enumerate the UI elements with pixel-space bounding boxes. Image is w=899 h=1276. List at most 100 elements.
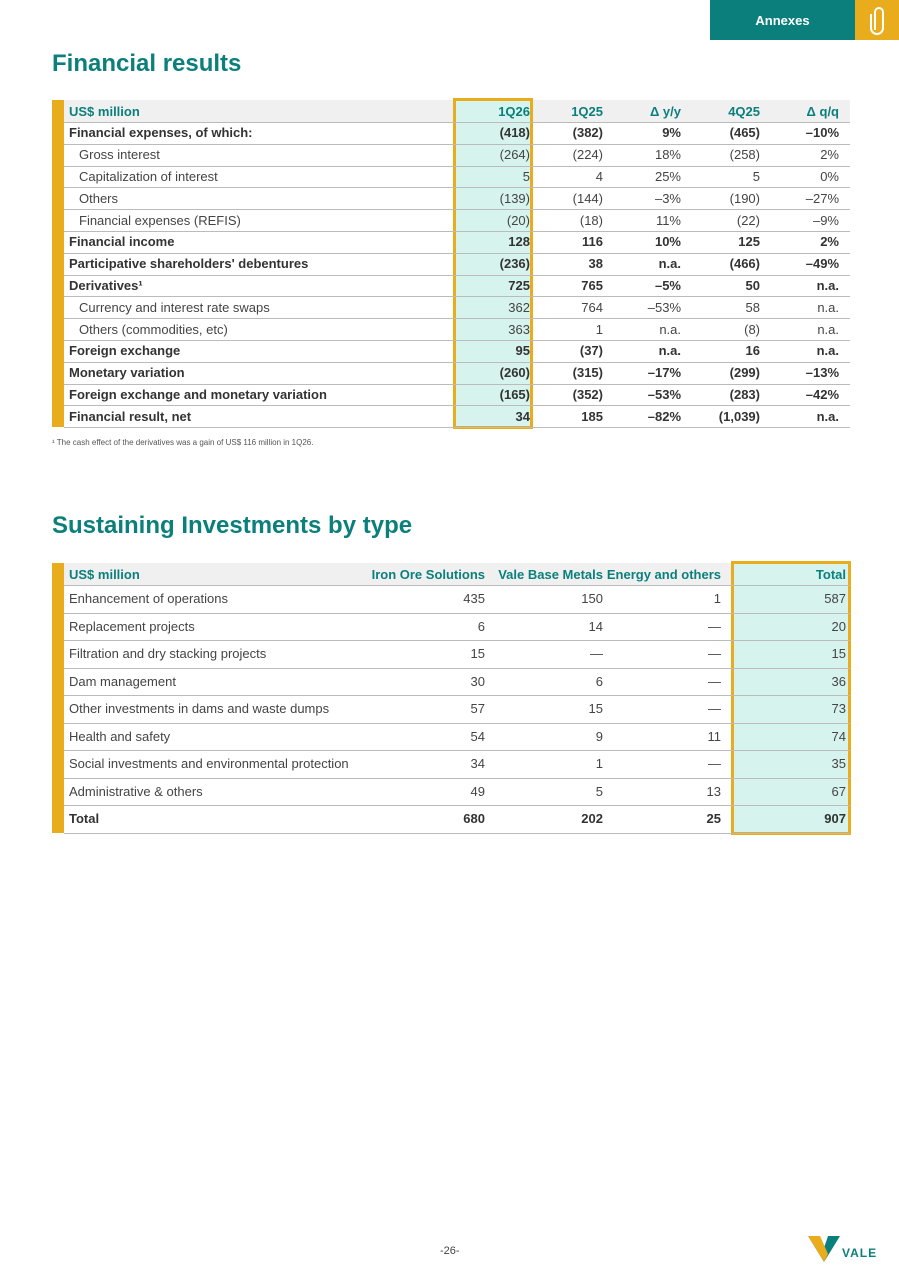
row-line [64,750,850,751]
cell-value: (18) [579,212,603,228]
cell-value: 38 [588,256,603,272]
cell-value: 363 [508,321,530,337]
cell-value: 9 [595,728,603,744]
row-label: Financial expenses (REFIS) [79,212,241,228]
cell-value: 95 [515,343,530,359]
cell-value: 36 [831,673,846,689]
section-title: Sustaining Investments by type [52,512,413,539]
cell-value: — [708,646,721,662]
cell-value: 1 [713,591,721,607]
cell-value: n.a. [817,321,839,337]
row-label: Derivatives¹ [69,278,143,293]
cell-value: –82% [647,408,681,424]
annex-tab[interactable]: Annexes [710,0,855,40]
cell-value: — [708,673,721,689]
row-line [64,722,850,724]
cell-value: 14 [588,618,603,634]
cell-value: 34 [515,408,530,424]
cell-value: 15 [588,701,603,717]
row-line [64,612,850,614]
cell-value: 125 [738,234,760,250]
row-label: Currency and interest rate swaps [79,299,270,315]
cell-value: 5 [522,169,530,184]
row-line [64,252,850,254]
row-label: Financial income [69,234,175,250]
row-line [64,318,850,320]
row-label: Monetary variation [69,365,185,381]
clip-icon [870,7,884,35]
row-line [64,427,850,429]
row-label: Others (commodities, etc) [79,321,228,337]
cell-value: (236) [499,256,530,272]
column-header: US$ million [69,104,140,119]
row-line [64,209,850,211]
cell-value: –53% [647,387,681,402]
cell-value: — [708,618,721,634]
accent-bar [52,563,64,833]
cell-value: –17% [647,365,681,381]
cell-value: 6 [477,618,485,634]
cell-value: (352) [572,387,603,402]
cell-value: –5% [654,278,681,293]
cell-value: (315) [572,365,603,381]
cell-value: 587 [824,591,846,607]
row-label: Social investments and environmental pro… [69,756,349,772]
row-line [64,361,850,363]
cell-value: (224) [572,147,603,163]
cell-value: 57 [470,701,485,717]
cell-value: –13% [805,365,839,381]
section-title: Financial results [52,50,242,77]
logo-text: VALE [842,1246,878,1260]
row-line [64,274,850,276]
cell-value: –53% [647,299,681,315]
column-header: US$ million [69,567,140,582]
cell-value: (258) [729,147,760,163]
row-label: Administrative & others [69,783,203,799]
cell-value: n.a. [816,278,839,293]
row-label: Other investments in dams and waste dump… [69,701,330,717]
cell-value: 35 [831,756,846,772]
cell-value: (165) [499,387,530,402]
row-label: Gross interest [79,147,160,163]
cell-value: 67 [831,783,846,799]
cell-value: 362 [508,299,530,315]
cell-value: 11% [655,212,681,228]
cell-value: 116 [582,234,603,250]
logo-mark [808,1236,840,1262]
cell-value: 128 [508,234,530,250]
cell-value: (8) [744,321,760,337]
cell-value: n.a. [816,408,839,424]
cell-value: (283) [729,387,760,402]
cell-value: –27% [805,190,839,206]
cell-value: 0% [820,169,839,184]
row-label: Financial result, net [69,408,192,424]
column-header: 1Q26 [498,104,530,119]
cell-value: (139) [499,190,530,206]
cell-value: 73 [831,701,846,717]
cell-value: 15 [470,646,485,662]
cell-value: 5 [752,169,760,184]
row-label: Enhancement of operations [69,591,228,607]
row-line [64,585,850,586]
highlight [731,561,851,835]
column-header: Total [815,567,846,582]
cell-value: 9% [662,125,681,141]
row-label: Total [69,811,100,827]
cell-value: 764 [581,299,603,315]
row-label: Participative shareholders' debentures [69,256,309,272]
cell-value: (382) [572,125,603,141]
cell-value: (144) [572,190,603,206]
cell-value: (299) [729,365,760,381]
cell-value: 5 [595,783,603,799]
cell-value: — [590,646,603,662]
row-line [64,695,850,696]
cell-value: 2% [820,147,839,163]
cell-value: — [708,701,721,717]
row-label: Dam management [69,673,176,689]
cell-value: –3% [654,190,681,206]
cell-value: (418) [499,125,530,141]
row-line [64,832,850,834]
row-line [64,667,850,669]
cell-value: 680 [463,811,485,827]
